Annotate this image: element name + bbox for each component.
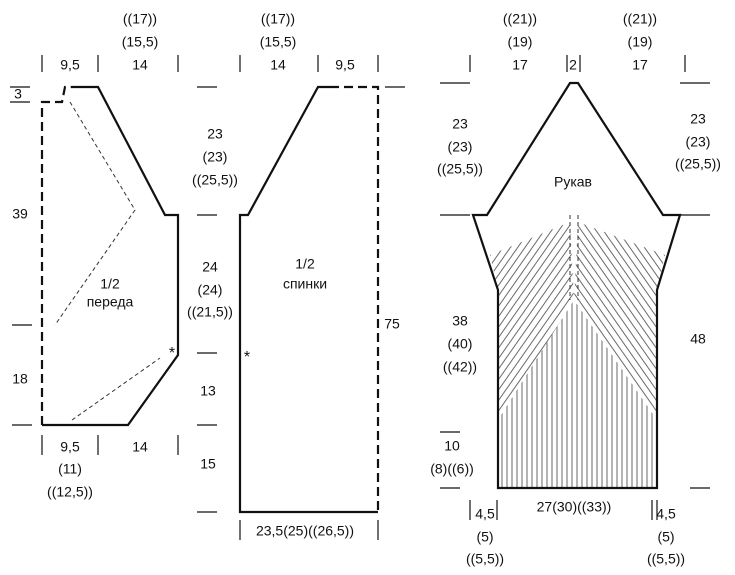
dimension: ((25,5)): [675, 156, 721, 172]
piece-label: спинки: [283, 276, 327, 292]
dimension: 9,5: [335, 57, 355, 73]
marker: *: [169, 345, 175, 362]
dimension: (23): [686, 134, 711, 150]
dimension: 14: [270, 57, 286, 73]
dimension: 24: [202, 259, 218, 275]
dimension: ((25,5)): [192, 172, 238, 188]
dimension: 23: [690, 111, 706, 127]
dimension: (23): [448, 139, 473, 155]
dimension: 10: [444, 438, 460, 454]
dimension: 17: [512, 57, 528, 73]
dimension: (19): [508, 34, 533, 50]
dimension: (5): [657, 529, 674, 545]
dimension: 3: [14, 86, 22, 102]
dimension: (5): [476, 529, 493, 545]
dimension: ((17)): [123, 11, 157, 27]
dimension: 38: [452, 313, 468, 329]
measure-ticks: [10, 55, 710, 540]
dimension: 14: [132, 439, 148, 455]
dimension: (11): [58, 461, 82, 477]
marker: *: [244, 349, 250, 366]
dimension: ((21,5)): [187, 304, 233, 320]
dimension: (40): [448, 336, 473, 352]
back-piece: [238, 85, 380, 514]
dimension: 15: [200, 456, 216, 472]
dimension: 39: [12, 206, 28, 222]
dimension: 23: [207, 126, 223, 142]
sleeve-piece: [471, 81, 682, 490]
dimension: ((5,5)): [647, 551, 685, 567]
dimension: 18: [12, 371, 28, 387]
dimension: (19): [628, 34, 653, 50]
dimension: 23: [452, 116, 468, 132]
dimension: 23,5(25)((26,5)): [256, 523, 354, 539]
dimension: 4,5: [656, 506, 676, 522]
dimension: 27(30)((33)): [537, 499, 612, 515]
dimension: ((21)): [503, 11, 537, 27]
piece-label: Рукав: [554, 174, 592, 190]
dimension: 17: [632, 57, 648, 73]
dimension: 4,5: [475, 506, 495, 522]
front-piece: [40, 85, 180, 427]
dimension: ((17)): [261, 11, 295, 27]
dimension: 9,5: [60, 57, 80, 73]
dimension: 48: [690, 331, 706, 347]
dimension: 2: [569, 57, 577, 73]
dimension: (15,5): [122, 34, 159, 50]
dimension: (23): [203, 149, 228, 165]
piece-label: 1/2: [100, 276, 120, 292]
dimension: (8)((6)): [430, 461, 474, 477]
piece-label: 1/2: [295, 256, 315, 272]
dimension: ((25,5)): [437, 161, 483, 177]
dimension: 14: [132, 57, 148, 73]
piece-label: переда: [87, 294, 134, 310]
dimension: ((5,5)): [466, 551, 504, 567]
dimension: 75: [384, 316, 400, 332]
dimension: ((12,5)): [47, 484, 93, 500]
dimension: ((21)): [623, 11, 657, 27]
dimension: ((42)): [443, 359, 477, 375]
dimension: (15,5): [260, 34, 297, 50]
dimension: (24): [198, 282, 223, 298]
labels: 9,5 ((17)) (15,5) 14 3 39 18 23 (23) ((2…: [12, 11, 721, 567]
dimension: 9,5: [60, 439, 80, 455]
dimension: 13: [200, 383, 216, 399]
